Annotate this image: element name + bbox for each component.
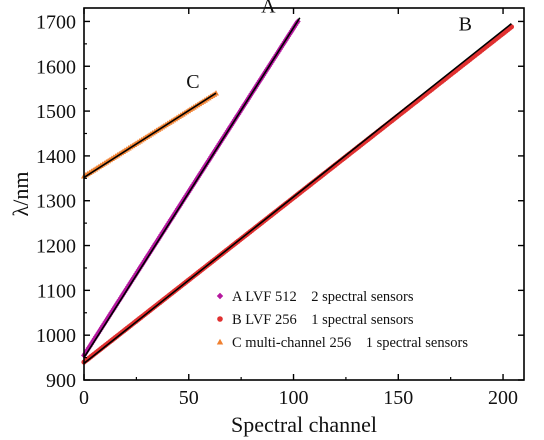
plot-frame — [83, 7, 525, 381]
y-tick-label: 1600 — [36, 56, 76, 78]
x-tick-label: 50 — [179, 387, 199, 409]
fit-line-A — [83, 17, 301, 359]
legend-label-A: A LVF 512 2 spectral sensors — [232, 289, 414, 305]
line-label-B: B — [459, 13, 472, 35]
y-tick-label: 1300 — [36, 191, 76, 213]
legend-entry-C: C multi-channel 256 1 spectral sensors — [216, 335, 468, 351]
x-tick-label: 100 — [279, 387, 309, 409]
x-tick-label: 0 — [79, 387, 89, 409]
legend-label-B: B LVF 256 1 spectral sensors — [232, 312, 414, 328]
ticks-layer: 0 50 100 150 200 900 1000 1100 1200 1300 1400 1500 1… — [36, 8, 524, 409]
legend-marker-C — [216, 338, 224, 345]
y-tick-label: 1500 — [36, 101, 76, 123]
annotations-layer: A B C — [186, 0, 472, 93]
y-tick-label: 1700 — [36, 11, 76, 33]
legend-marker-A — [216, 292, 224, 300]
y-axis-title: λ/nm — [8, 172, 33, 217]
series-B — [81, 23, 515, 365]
legend-label-C: C multi-channel 256 1 spectral sensors — [232, 335, 468, 351]
x-tick-label: 150 — [383, 387, 413, 409]
legend-marker-B — [217, 316, 223, 322]
y-tick-label: 1000 — [36, 325, 76, 347]
series-layer — [81, 17, 515, 365]
y-tick-label: 1400 — [36, 146, 76, 168]
legend: A LVF 512 2 spectral sensors B LVF 256 1 … — [216, 289, 468, 351]
fit-line-B — [83, 23, 512, 365]
y-tick-label: 1100 — [37, 280, 76, 302]
x-tick-label: 200 — [488, 387, 518, 409]
fit-line-C — [83, 92, 217, 179]
x-axis-title: Spectral channel — [231, 412, 377, 437]
series-A — [81, 17, 301, 359]
line-label-C: C — [186, 71, 199, 93]
line-label-A: A — [261, 0, 276, 17]
legend-entry-B: B LVF 256 1 spectral sensors — [217, 312, 414, 328]
y-tick-label: 1200 — [36, 236, 76, 258]
series-C — [81, 90, 219, 179]
y-tick-label: 900 — [46, 370, 76, 392]
legend-entry-A: A LVF 512 2 spectral sensors — [216, 289, 414, 305]
plot-border — [83, 7, 525, 381]
